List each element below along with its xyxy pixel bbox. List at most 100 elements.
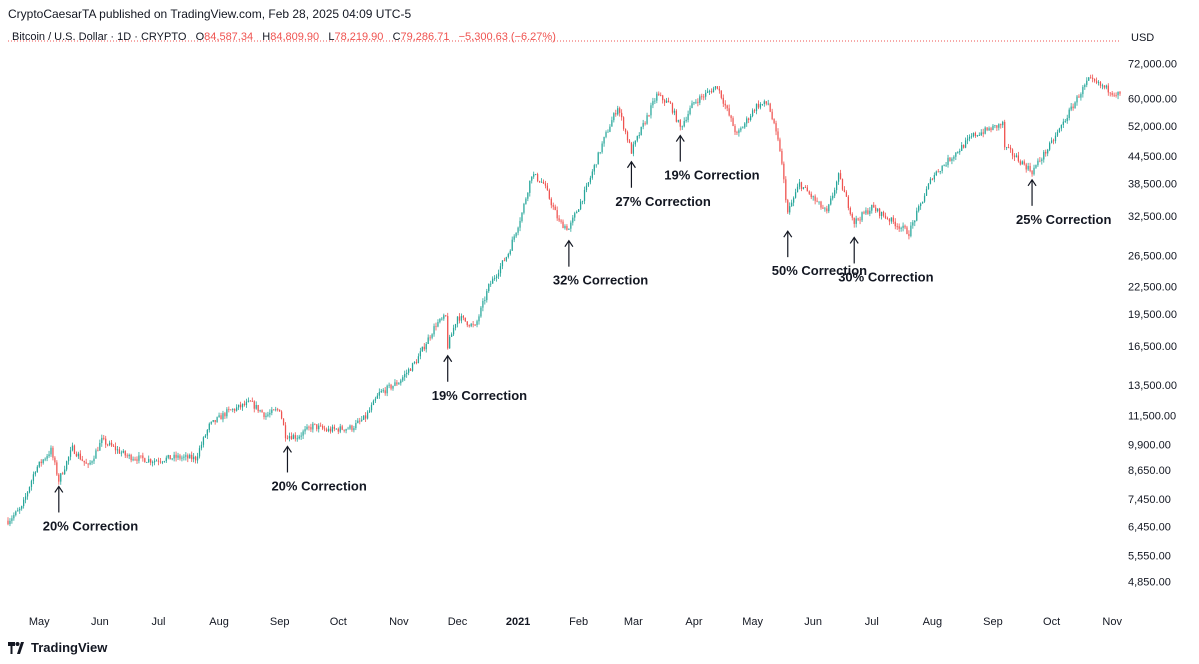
candle-body: [1054, 135, 1057, 142]
candle-body: [17, 510, 19, 512]
candle-body: [64, 469, 66, 475]
footer-brand[interactable]: TradingView: [8, 640, 107, 655]
candle-body: [591, 171, 593, 178]
candle-body: [853, 217, 855, 224]
candle-body: [394, 382, 396, 386]
candle-body: [554, 206, 556, 211]
candle-body: [1064, 121, 1066, 122]
candle-body: [779, 139, 781, 152]
candle-body: [306, 426, 308, 430]
candle-body: [843, 189, 846, 193]
candle-body: [1011, 149, 1014, 156]
candle-body: [1058, 128, 1061, 132]
candle-body: [785, 179, 787, 201]
candle-body: [1074, 102, 1076, 109]
candle-body: [851, 213, 853, 218]
candle-body: [466, 321, 468, 326]
price-tick-label: 6,450.00: [1128, 522, 1171, 534]
price-tick-label: 72,000.00: [1128, 58, 1177, 70]
candle-body: [384, 390, 386, 394]
candle-body: [988, 128, 990, 131]
arrow-head-icon: [1027, 178, 1037, 187]
candle-body: [873, 204, 875, 208]
candle-body: [658, 93, 660, 96]
candle-body: [26, 492, 29, 497]
candle-body: [476, 321, 478, 325]
candle-body: [1031, 170, 1033, 175]
candle-body: [955, 152, 957, 157]
time-axis[interactable]: May Jun Jul Aug Sep Oct Nov Dec 2021 Feb Mar Apr May…: [29, 616, 1123, 628]
candle-body: [1072, 106, 1074, 109]
candle-body: [947, 157, 949, 165]
candle-body: [312, 423, 314, 430]
candle-body: [1109, 92, 1111, 94]
candle-body: [19, 508, 21, 511]
candle-body: [822, 207, 824, 209]
candle-body: [478, 316, 480, 322]
candle-body: [99, 442, 101, 451]
price-tick-label: 11,500.00: [1128, 411, 1176, 423]
candle-body: [22, 499, 25, 507]
candle-body: [923, 195, 926, 202]
candle-body: [525, 198, 527, 204]
candle-body: [24, 496, 27, 500]
price-tick-label: 13,500.00: [1128, 380, 1177, 392]
candle-body: [103, 437, 105, 439]
candle-body: [81, 459, 83, 461]
candle-body: [194, 456, 197, 461]
candle-body: [189, 454, 191, 459]
candle-body: [234, 409, 236, 411]
price-axis[interactable]: 72,000.00 60,000.00 52,000.00 44,500.00 38,5…: [1128, 58, 1177, 588]
candle-body: [550, 198, 552, 206]
candle-body: [791, 202, 793, 207]
low-label: L: [328, 31, 335, 43]
candle-body: [456, 316, 459, 325]
candle-body: [7, 520, 9, 525]
candle-body: [953, 156, 955, 159]
candle-body: [951, 158, 953, 161]
candle-body: [314, 423, 316, 425]
candle-body: [343, 429, 345, 431]
candle-body: [490, 283, 492, 285]
candle-body: [587, 182, 590, 186]
candle-body: [193, 456, 195, 460]
candle-body: [802, 187, 805, 189]
candle-body: [961, 145, 963, 151]
candle-body: [533, 174, 535, 177]
candle-body: [878, 208, 881, 217]
candle-body: [447, 316, 449, 349]
candle-body: [710, 91, 713, 93]
price-tick-label: 16,500.00: [1128, 341, 1177, 353]
candle-body: [380, 391, 382, 393]
candle-body: [941, 165, 943, 172]
candle-body: [540, 181, 543, 183]
candle-body: [750, 116, 752, 120]
candle-body: [820, 201, 822, 208]
candle-body: [744, 123, 746, 128]
candle-body: [576, 211, 578, 214]
candle-body: [243, 403, 246, 406]
candle-body: [9, 520, 11, 525]
candle-body: [425, 344, 427, 350]
tradingview-logo-icon: [8, 641, 24, 654]
candle-body: [656, 93, 658, 101]
candle-body: [449, 336, 451, 349]
candle-body: [460, 316, 463, 321]
candle-body: [222, 413, 224, 420]
candle-body: [726, 105, 728, 109]
candle-body: [583, 189, 586, 201]
candle-body: [79, 453, 81, 460]
candle-body: [736, 132, 738, 133]
candle-body: [574, 213, 576, 218]
candle-body: [462, 316, 464, 318]
candle-body: [1093, 78, 1096, 81]
tradingview-brand: TradingView: [31, 640, 108, 655]
candle-body: [60, 473, 62, 482]
candle-body: [458, 316, 461, 321]
candle-body: [796, 186, 799, 193]
candle-body: [163, 461, 165, 462]
candle-body: [130, 454, 132, 461]
candle-body: [318, 425, 320, 430]
candle-body: [662, 95, 664, 101]
